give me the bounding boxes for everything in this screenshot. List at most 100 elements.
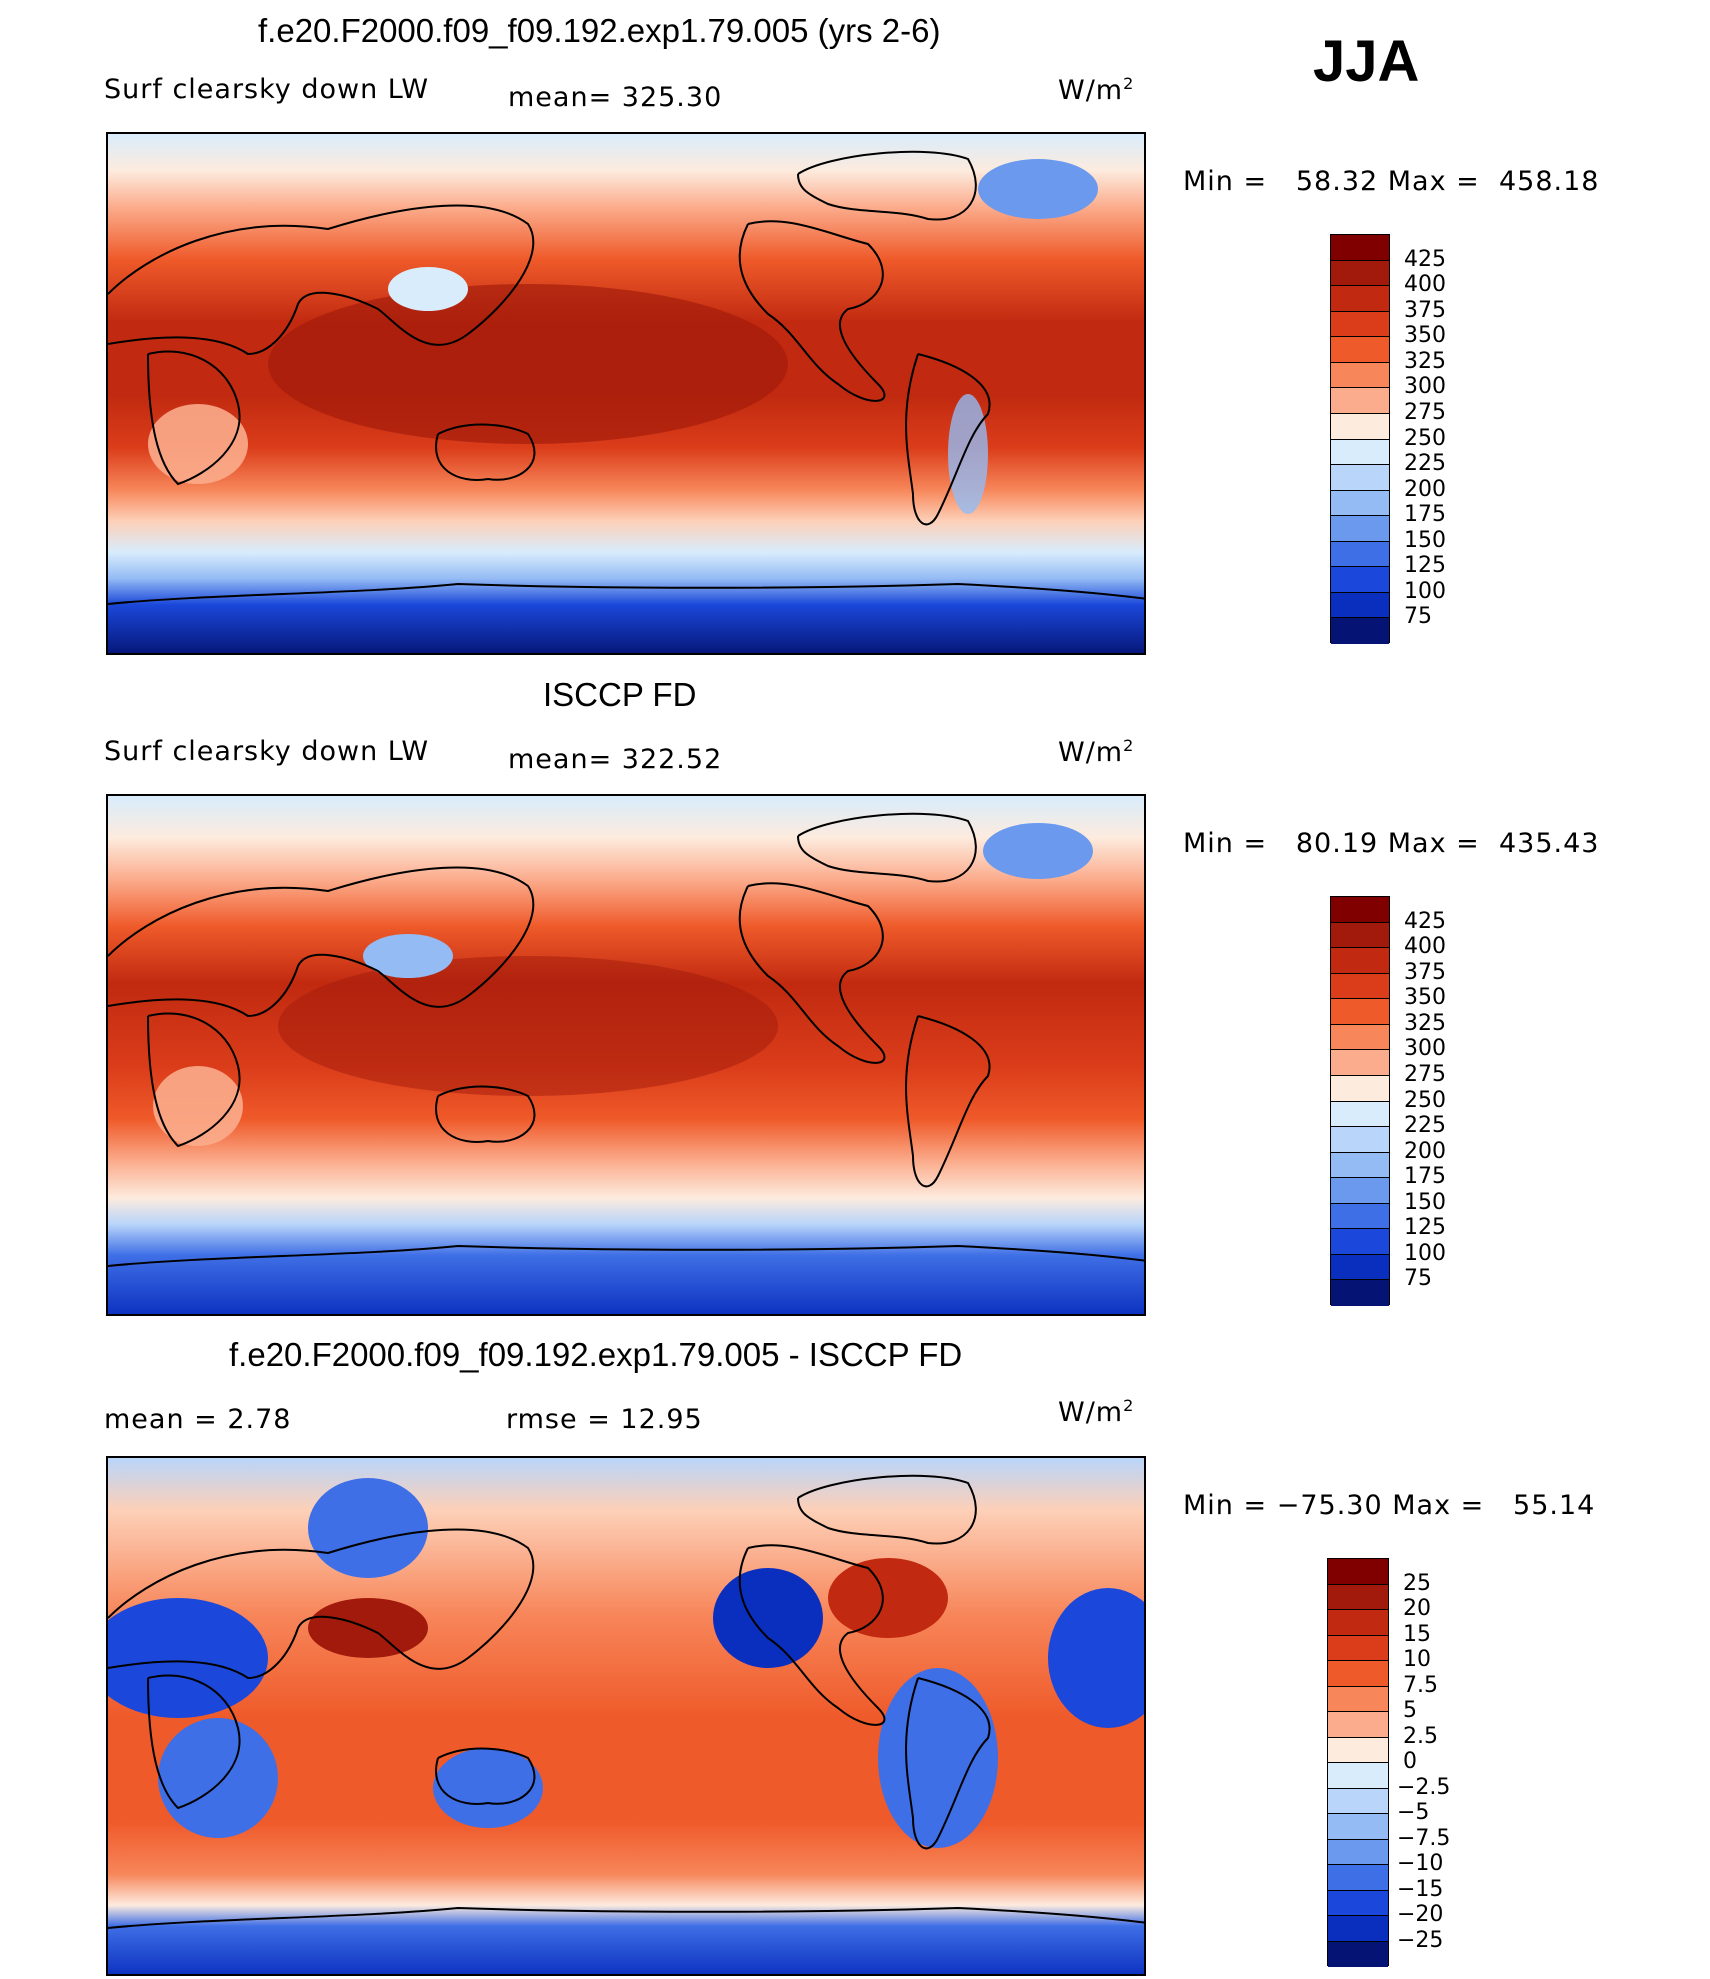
colorbar-bin [1331,999,1389,1025]
colorbar-tick-label: −10 [1397,1851,1444,1876]
colorbar-bin [1331,260,1389,287]
colorbar-tick-label: −5 [1397,1800,1430,1825]
colorbar-tick-label: 300 [1404,374,1446,400]
colorbar-tick-label: 100 [1404,1240,1446,1266]
colorbar-bin [1331,1075,1389,1102]
colorbar-tick-label: 325 [1404,1010,1446,1036]
colorbar-bin [1328,1941,1388,1967]
min-max-readout: Min = −75.30 Max = 55.14 [1183,1490,1596,1521]
colorbar-tick-label: 15 [1403,1621,1431,1647]
panel-title: f.e20.F2000.f09_f09.192.exp1.79.005 (yrs… [258,12,941,49]
colorbar-model [1330,234,1390,644]
colorbar-bin [1331,1254,1389,1281]
colorbar-tick-label: −7.5 [1397,1825,1451,1851]
colorbar-bin [1328,1916,1388,1942]
colorbar-bin [1331,439,1389,466]
units-label: W/m2 [1058,74,1135,106]
colorbar-bin [1328,1559,1388,1585]
colorbar-tick-label: 225 [1404,451,1446,477]
colorbar-tick-label: 350 [1404,985,1446,1011]
colorbar-tick-label: 300 [1404,1036,1446,1062]
map-diff [106,1456,1146,1976]
mean-label: mean= 322.52 [508,744,723,775]
map-obs-svg [108,796,1144,1314]
colorbar-bin [1328,1788,1388,1814]
colorbar-bin [1331,235,1389,261]
map-diff-svg [108,1458,1144,1974]
panel-title: ISCCP FD [543,676,697,713]
colorbar-bin [1331,541,1389,568]
colorbar-bin [1331,567,1389,593]
colorbar-bin [1331,311,1389,338]
colorbar-bin [1331,1229,1389,1255]
colorbar-tick-label: 75 [1404,604,1432,630]
min-max-readout: Min = 80.19 Max = 435.43 [1183,828,1600,859]
colorbar-bin [1331,1152,1389,1179]
colorbar-bin [1331,413,1389,440]
colorbar-tick-label: 250 [1404,425,1446,451]
map-model [106,132,1146,655]
colorbar-bin [1328,1686,1388,1712]
colorbar-bin [1328,1763,1388,1789]
colorbar-bin [1328,1635,1388,1661]
colorbar-tick-label: 100 [1404,578,1446,604]
colorbar-bin [1331,1127,1389,1153]
colorbar-bin [1328,1814,1388,1840]
colorbar-tick-label: 2.5 [1403,1723,1438,1749]
field-label: Surf clearsky down LW [104,736,430,767]
colorbar-bin [1331,286,1389,312]
colorbar-bin [1328,1584,1388,1610]
map-model-svg [108,134,1144,653]
min-max-readout: Min = 58.32 Max = 458.18 [1183,166,1600,197]
colorbar-tick-label: 125 [1404,553,1446,579]
colorbar-bin [1331,1203,1389,1230]
colorbar-bin [1328,1839,1388,1865]
colorbar-tick-label: 125 [1404,1215,1446,1241]
season-label: JJA [1313,29,1420,94]
colorbar-tick-label: 7.5 [1403,1672,1438,1698]
colorbar-tick-label: 75 [1404,1266,1432,1292]
colorbar-tick-label: 375 [1404,297,1446,323]
colorbar-tick-label: 425 [1404,908,1446,934]
colorbar-bin [1331,1024,1389,1051]
mean-label: mean= 325.30 [508,82,723,113]
colorbar-tick-label: 350 [1404,323,1446,349]
colorbar-bin [1328,1737,1388,1763]
rmse-label: rmse = 12.95 [506,1404,703,1435]
field-label: Surf clearsky down LW [104,74,430,105]
colorbar-bin [1331,948,1389,974]
colorbar-bin [1331,1280,1389,1306]
units-label: W/m2 [1058,736,1135,768]
colorbar-tick-label: 175 [1404,1164,1446,1190]
colorbar-tick-label: 225 [1404,1113,1446,1139]
colorbar-tick-label: −2.5 [1397,1774,1451,1800]
colorbar-bin [1328,1890,1388,1916]
units-label: W/m2 [1058,1396,1135,1428]
colorbar-tick-label: 25 [1403,1570,1431,1596]
colorbar-bin [1331,922,1389,949]
colorbar-bin [1331,618,1389,644]
colorbar-bin [1331,516,1389,542]
colorbar-tick-label: 275 [1404,1061,1446,1087]
colorbar-tick-label: 200 [1404,1138,1446,1164]
colorbar-bin [1328,1865,1388,1891]
colorbar-bin [1331,337,1389,363]
colorbar-bin [1331,1178,1389,1204]
map-obs [106,794,1146,1316]
colorbar-tick-label: 275 [1404,399,1446,425]
colorbar-tick-label: 425 [1404,246,1446,272]
colorbar-tick-label: 250 [1404,1087,1446,1113]
colorbar-bin [1328,1610,1388,1636]
colorbar-bin [1331,973,1389,1000]
colorbar-bin [1328,1712,1388,1738]
colorbar-bin [1328,1661,1388,1687]
colorbar-bin [1331,897,1389,923]
colorbar-tick-label: −15 [1397,1876,1444,1902]
colorbar-tick-label: 400 [1404,272,1446,298]
colorbar-bin [1331,1050,1389,1076]
colorbar-tick-label: 375 [1404,959,1446,985]
mean-label: mean = 2.78 [104,1404,292,1435]
colorbar-bin [1331,1101,1389,1128]
colorbar-tick-label: −25 [1397,1927,1444,1953]
colorbar-bin [1331,465,1389,491]
